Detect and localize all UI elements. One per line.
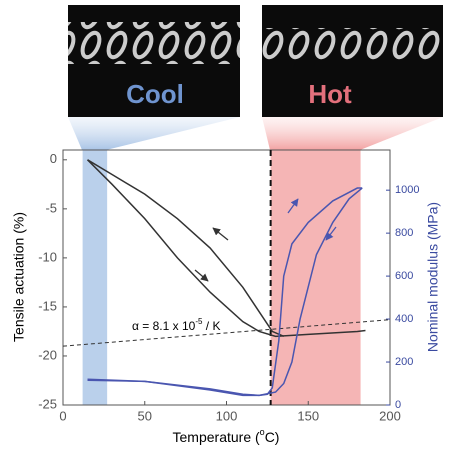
y-tick-label: -10: [38, 249, 57, 264]
shaded-region: [82, 150, 108, 405]
data-line: [86, 159, 366, 338]
y2-tick-label: 600: [395, 270, 413, 282]
photo-helix: [262, 28, 443, 60]
y2-tick-label: 1000: [395, 184, 419, 196]
x-tick-label: 100: [216, 408, 238, 423]
x-tick-label: 200: [379, 408, 401, 423]
zoom-cone: [262, 117, 443, 150]
y2-tick-label: 400: [395, 313, 413, 325]
y2-tick-label: 0: [395, 399, 401, 411]
shaded-region: [270, 150, 361, 405]
data-line: [87, 187, 363, 397]
x-tick-label: 50: [138, 408, 152, 423]
y-tick-label: -25: [38, 396, 57, 411]
y2-tick-label: 200: [395, 356, 413, 368]
arrow: [194, 269, 209, 282]
y-tick-label: -20: [38, 347, 57, 362]
photo-label: Cool: [126, 79, 184, 109]
y2-tick-label: 800: [395, 227, 413, 239]
y-tick-label: 0: [50, 151, 57, 166]
photo-helix: [68, 22, 240, 64]
arrow: [287, 198, 299, 214]
arrow: [212, 227, 229, 241]
zoom-cone: [68, 117, 240, 150]
y2-axis-label: Nominal modulus (MPa): [425, 202, 441, 352]
arrow: [325, 226, 337, 241]
x-tick-label: 0: [59, 408, 66, 423]
data-line: [87, 187, 363, 397]
x-tick-label: 150: [297, 408, 319, 423]
photo-label: Hot: [308, 79, 352, 109]
fit-line: [62, 319, 391, 347]
photo: [262, 5, 443, 117]
y-tick-label: -15: [38, 298, 57, 313]
y-tick-label: -5: [45, 200, 57, 215]
x-axis-label: Temperature (oC): [173, 427, 280, 444]
data-line: [87, 159, 285, 338]
y-axis-label: Tensile actuation (%): [11, 212, 27, 342]
annotation: α = 8.1 x 10-5 / K: [132, 317, 220, 333]
